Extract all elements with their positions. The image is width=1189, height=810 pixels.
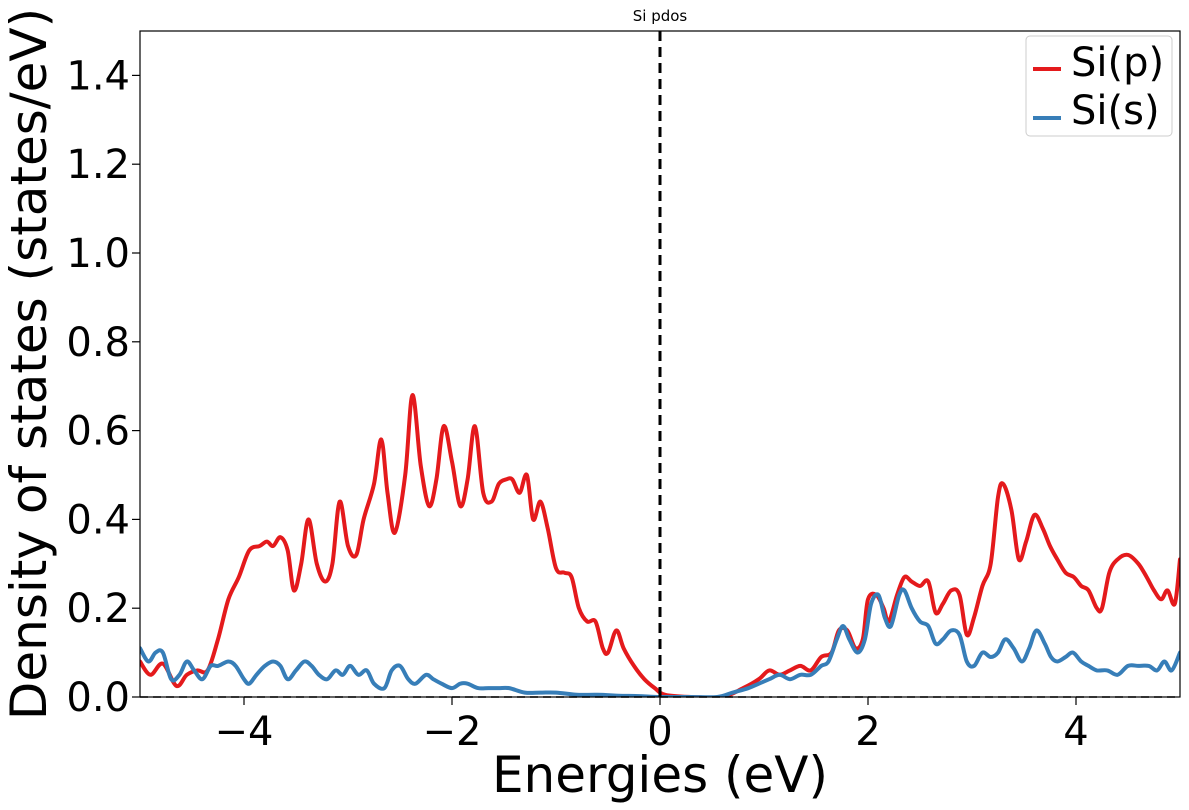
series-line-sis (140, 587, 1180, 697)
legend-label-sis: Si(s) (1071, 88, 1160, 134)
y-axis-ticks: 0.0 0.2 0.4 0.6 0.8 1.0 1.2 1.4 (66, 53, 140, 721)
y-tick-label: 0.0 (66, 675, 130, 721)
x-tick-label: 4 (1063, 709, 1088, 755)
x-axis-label: Energies (eV) (492, 746, 828, 804)
y-tick-label: 1.4 (66, 53, 130, 99)
y-tick-label: 0.2 (66, 586, 130, 632)
y-tick-label: 0.6 (66, 409, 130, 455)
x-axis-ticks: −4 −2 0 2 4 (215, 697, 1089, 755)
y-tick-label: 0.8 (66, 320, 130, 366)
chart-title: Si pdos (633, 7, 688, 25)
legend-label-sip: Si(p) (1071, 40, 1164, 86)
y-tick-label: 1.0 (66, 231, 130, 277)
y-axis-label: Density of states (states/eV) (0, 8, 58, 720)
series-line-sip (140, 393, 1180, 697)
x-tick-label: 2 (855, 709, 880, 755)
legend-box (1025, 35, 1173, 137)
series-layer (140, 393, 1180, 697)
y-tick-label: 1.2 (66, 142, 130, 188)
legend: Si(p) Si(s) (1025, 35, 1173, 137)
x-tick-label: 0 (647, 709, 672, 755)
y-tick-label: 0.4 (66, 497, 130, 543)
x-tick-label: −4 (215, 709, 274, 755)
x-tick-label: −2 (423, 709, 482, 755)
